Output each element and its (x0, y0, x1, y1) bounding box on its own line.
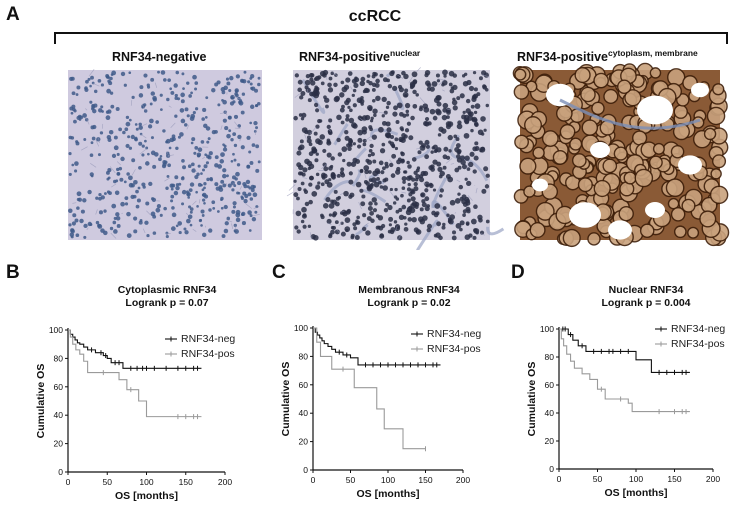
x-axis-label-d: OS [months] (605, 487, 668, 499)
x-tick-label-b: 150 (179, 477, 193, 487)
km-curve-d-RNF34-neg (559, 328, 690, 373)
micrograph-layer (68, 62, 730, 250)
image-label-nuclear: RNF34-positive (299, 50, 390, 65)
x-tick-label-b: 50 (103, 477, 113, 487)
km-title-b-main: Cytoplasmic RNF34 (117, 284, 217, 296)
y-tick-label-c: 40 (299, 408, 309, 418)
km-title-d-main: Nuclear RNF34 (608, 284, 684, 296)
x-tick-label-d: 150 (667, 474, 681, 484)
y-tick-label-c: 0 (303, 465, 308, 475)
km-chart-d: 0 20 40 60 80 100 0 50 100 150 200 OS [months] Cumul… (526, 323, 725, 499)
image-title-membrane: RNF34-positivecytoplasm, membrane (517, 48, 698, 64)
legend-label-c-1: RNF34-pos (427, 343, 481, 355)
legend-label-d-0: RNF34-neg (671, 323, 725, 335)
panel-letter-a: A (6, 4, 20, 25)
y-tick-label-d: 40 (545, 408, 555, 418)
y-axis-label-c: Cumulative OS (280, 362, 292, 437)
x-tick-label-c: 0 (311, 475, 316, 485)
y-tick-label-d: 0 (549, 464, 554, 474)
x-tick-label-b: 0 (66, 477, 71, 487)
y-tick-label-b: 60 (54, 382, 64, 392)
x-tick-label-d: 100 (629, 474, 643, 484)
y-tick-label-b: 80 (54, 353, 64, 363)
km-curve-d-RNF34-pos (559, 328, 690, 413)
km-title-c: Membranous RNF34 Logrank p = 0.02 (309, 284, 509, 310)
y-tick-label-d: 80 (545, 352, 555, 362)
legend-label-c-0: RNF34-neg (427, 328, 481, 340)
x-tick-label-d: 50 (593, 474, 603, 484)
group-title: ccRCC (348, 8, 402, 25)
y-tick-label-c: 100 (294, 323, 308, 333)
km-title-c-main: Membranous RNF34 (358, 284, 460, 296)
x-tick-label-c: 50 (346, 475, 356, 485)
micrograph-texture-1 (286, 67, 505, 250)
km-curve-c-RNF34-neg (313, 327, 441, 366)
y-tick-label-d: 20 (545, 436, 555, 446)
micrograph-texture-0 (68, 69, 261, 239)
x-tick-label-d: 0 (557, 474, 562, 484)
km-curve-c-RNF34-pos (313, 327, 426, 450)
km-subtitle-c: Logrank p = 0.02 (367, 297, 451, 309)
x-tick-label-c: 100 (381, 475, 395, 485)
legend-label-d-1: RNF34-pos (671, 338, 725, 350)
y-tick-label-d: 60 (545, 380, 555, 390)
y-tick-label-c: 80 (299, 351, 309, 361)
y-tick-label-b: 0 (58, 467, 63, 477)
x-axis-label-c: OS [months] (357, 488, 420, 500)
group-bracket (54, 32, 728, 44)
y-tick-label-b: 40 (54, 410, 64, 420)
km-subtitle-b: Logrank p = 0.07 (125, 297, 209, 309)
image-label-negative: RNF34-negative (112, 50, 207, 65)
y-tick-label-b: 100 (49, 325, 63, 335)
y-axis-label-b: Cumulative OS (35, 364, 47, 439)
y-tick-label-d: 100 (540, 324, 554, 334)
y-tick-label-b: 20 (54, 439, 64, 449)
y-axis-label-d: Cumulative OS (526, 362, 538, 437)
km-curve-b-RNF34-pos (68, 329, 202, 418)
panel-letter-c: C (272, 262, 286, 283)
x-tick-label-b: 200 (218, 477, 232, 487)
km-chart-b: 0 20 40 60 80 100 0 50 100 150 200 OS [months] Cumul… (35, 325, 235, 502)
image-label-membrane: RNF34-positive (517, 50, 608, 65)
x-tick-label-c: 150 (418, 475, 432, 485)
km-title-b: Cytoplasmic RNF34 Logrank p = 0.07 (67, 284, 267, 310)
y-tick-label-c: 20 (299, 437, 309, 447)
km-title-d: Nuclear RNF34 Logrank p = 0.004 (546, 284, 746, 310)
km-subtitle-d: Logrank p = 0.004 (601, 297, 691, 309)
image-sup-nuclear: nuclear (390, 48, 421, 58)
micrograph-texture-2 (512, 62, 730, 248)
legend-label-b-0: RNF34-neg (181, 333, 235, 345)
km-chart-c: 0 20 40 60 80 100 0 50 100 150 200 OS [months] Cumul… (280, 323, 481, 500)
image-sup-membrane: cytoplasm, membrane (608, 48, 698, 58)
image-title-negative: RNF34-negative (112, 48, 206, 64)
x-axis-label-b: OS [months] (115, 490, 178, 502)
panel-letter-b: B (6, 262, 20, 283)
legend-label-b-1: RNF34-pos (181, 348, 235, 360)
image-title-nuclear: RNF34-positivenuclear (299, 48, 420, 64)
x-tick-label-d: 200 (706, 474, 720, 484)
y-tick-label-c: 60 (299, 380, 309, 390)
x-tick-label-c: 200 (456, 475, 470, 485)
panel-letter-d: D (511, 262, 525, 283)
x-tick-label-b: 100 (139, 477, 153, 487)
